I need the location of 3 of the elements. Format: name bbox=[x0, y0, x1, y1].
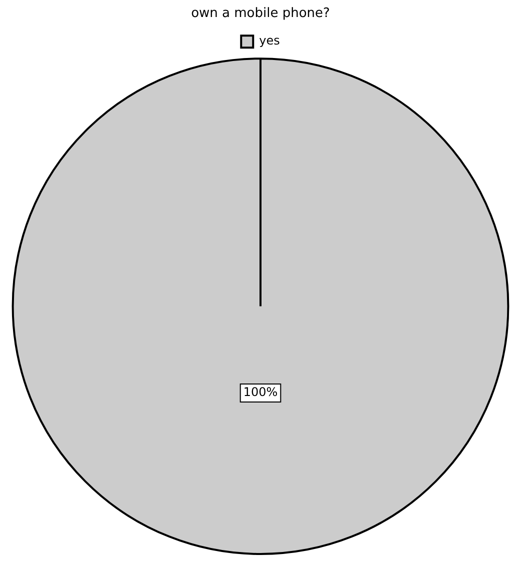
chart-title: own a mobile phone? bbox=[191, 6, 330, 22]
legend-label: yes bbox=[259, 34, 280, 48]
data-label: 100% bbox=[243, 385, 278, 400]
